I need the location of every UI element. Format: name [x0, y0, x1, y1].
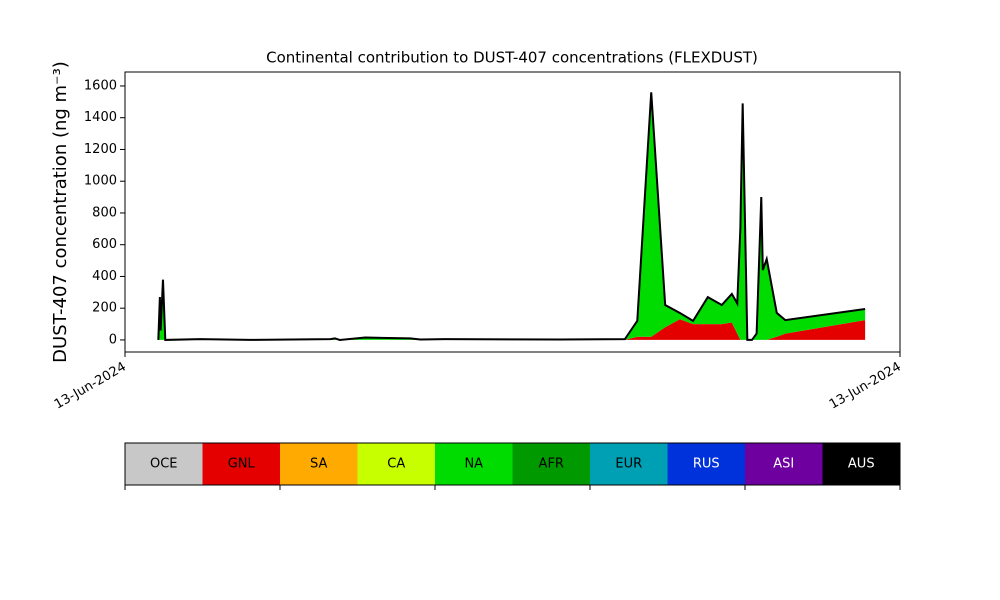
colorbar-swatch	[590, 443, 668, 485]
colorbar-label: CA	[387, 457, 405, 472]
colorbar-swatch	[435, 443, 513, 485]
colorbar-label: NA	[464, 457, 483, 472]
colorbar-swatch	[667, 443, 745, 485]
x-tick-label: 13-Jun-2024	[52, 360, 129, 413]
colorbar-swatch	[512, 443, 590, 485]
colorbar-swatch	[202, 443, 280, 485]
colorbar-swatch	[745, 443, 823, 485]
x-tick-label: 13-Jun-2024	[827, 360, 904, 413]
axes-frame	[124, 71, 901, 353]
y-tick-label: 1400	[84, 110, 117, 125]
y-tick-label: 1000	[84, 174, 117, 189]
y-tick-label: 0	[109, 332, 117, 347]
colorbar-label: GNL	[228, 457, 256, 472]
y-tick-label: 400	[92, 269, 117, 284]
colorbar-swatch	[357, 443, 435, 485]
colorbar-frame	[124, 442, 901, 486]
colorbar-label: ASI	[773, 457, 794, 472]
area	[158, 92, 866, 340]
y-axis-label: DUST-407 concentration (ng m⁻³)	[50, 61, 71, 363]
colorbar-label: OCE	[150, 457, 178, 472]
colorbar: OCE GNL SA CA NA AFR EUR RUS ASI AUS	[124, 442, 901, 490]
y-tick-label: 600	[92, 237, 117, 252]
chart-title: Continental contribution to DUST-407 con…	[266, 49, 758, 67]
plot-area	[157, 92, 866, 341]
colorbar-label: AUS	[848, 457, 875, 472]
y-tick-label: 1600	[84, 78, 117, 93]
area	[158, 319, 866, 340]
colorbar-label: SA	[310, 457, 327, 472]
total-outline	[157, 92, 866, 341]
colorbar-swatch	[125, 443, 203, 485]
colorbar-swatch	[280, 443, 358, 485]
y-tick-label: 200	[92, 301, 117, 316]
colorbar-swatch	[822, 443, 900, 485]
y-tick-label: 800	[92, 205, 117, 220]
colorbar-label: EUR	[615, 457, 642, 472]
y-tick-label: 1200	[84, 142, 117, 157]
colorbar-label: RUS	[693, 457, 720, 472]
colorbar-label: AFR	[539, 457, 564, 472]
